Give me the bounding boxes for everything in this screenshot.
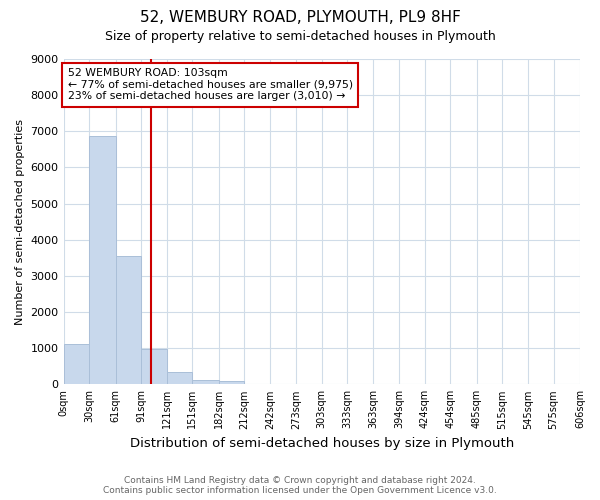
Text: 52, WEMBURY ROAD, PLYMOUTH, PL9 8HF: 52, WEMBURY ROAD, PLYMOUTH, PL9 8HF	[140, 10, 460, 25]
Bar	[167, 372, 192, 384]
Text: Contains HM Land Registry data © Crown copyright and database right 2024.
Contai: Contains HM Land Registry data © Crown c…	[103, 476, 497, 495]
Y-axis label: Number of semi-detached properties: Number of semi-detached properties	[15, 118, 25, 324]
Text: 52 WEMBURY ROAD: 103sqm
← 77% of semi-detached houses are smaller (9,975)
23% of: 52 WEMBURY ROAD: 103sqm ← 77% of semi-de…	[68, 68, 353, 101]
Bar	[116, 256, 141, 384]
X-axis label: Distribution of semi-detached houses by size in Plymouth: Distribution of semi-detached houses by …	[130, 437, 514, 450]
Bar	[89, 136, 116, 384]
Bar	[192, 380, 218, 384]
Bar	[218, 381, 244, 384]
Bar	[64, 344, 89, 384]
Bar	[141, 349, 167, 384]
Text: Size of property relative to semi-detached houses in Plymouth: Size of property relative to semi-detach…	[104, 30, 496, 43]
